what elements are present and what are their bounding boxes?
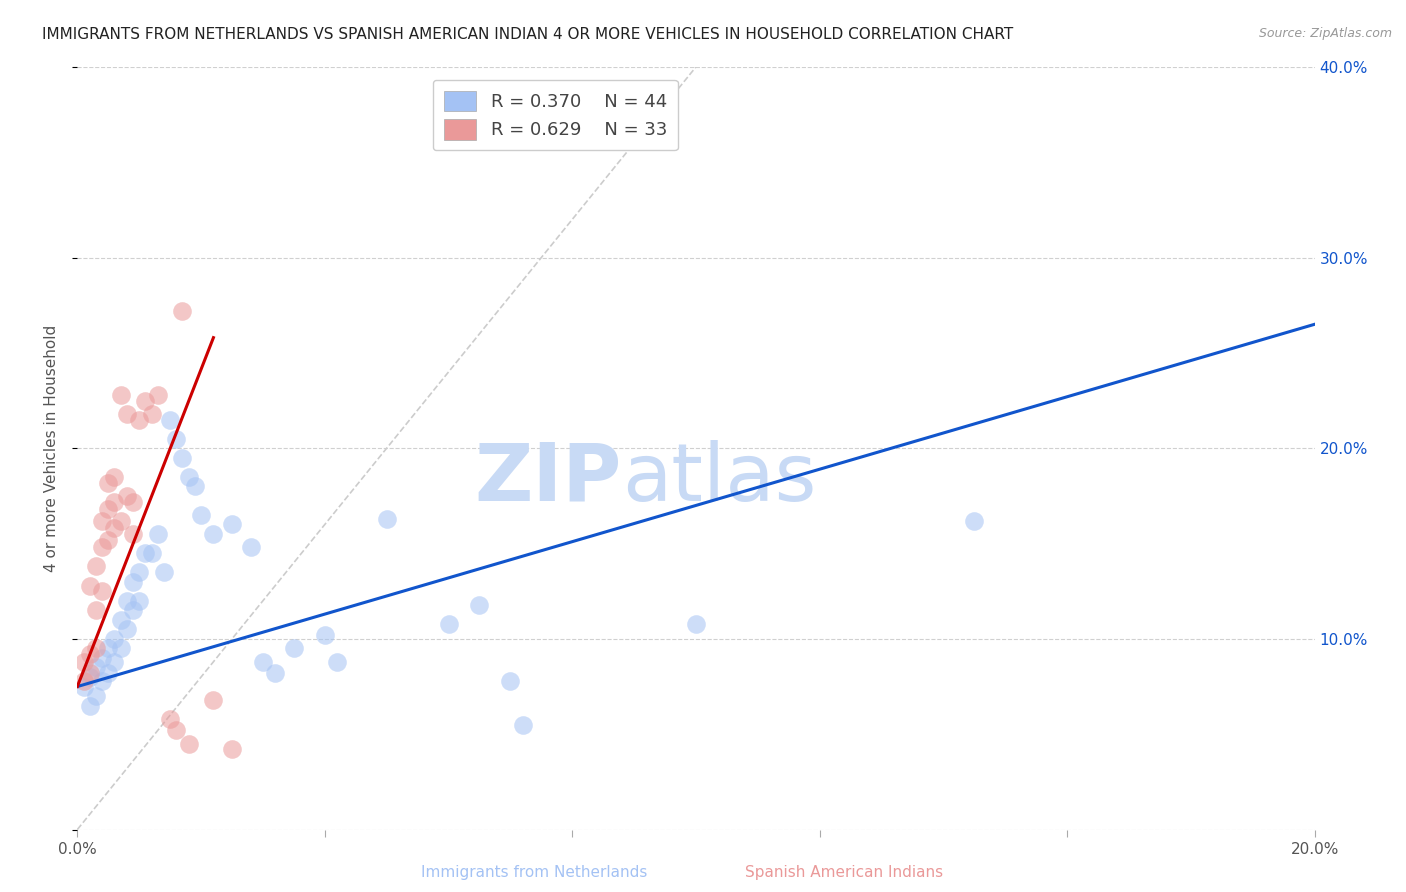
Text: Immigrants from Netherlands: Immigrants from Netherlands [420,865,648,880]
Point [84,559,107,574]
Point [122,574,145,589]
Point [110,388,132,402]
Point [190,508,212,522]
Point [159,412,181,426]
Point [72,673,94,688]
Point [110,514,132,528]
Point [252,655,274,669]
Point [512,717,534,731]
Point [221,517,243,532]
Point [79,578,101,592]
Point [79,647,101,661]
Point [91,651,114,665]
Point [115,623,138,637]
Point [97,641,120,656]
Point [184,479,207,493]
Point [499,673,522,688]
Point [153,565,176,579]
Point [141,407,163,421]
Point [97,533,120,547]
Point [91,514,114,528]
Point [128,412,150,426]
Point [122,527,145,541]
Point [141,546,163,560]
Point [103,655,125,669]
Point [283,641,305,656]
Point [84,603,107,617]
Text: Source: ZipAtlas.com: Source: ZipAtlas.com [1258,27,1392,40]
Point [146,388,169,402]
Point [165,723,187,738]
Point [221,742,243,756]
Point [115,407,138,421]
Point [79,670,101,684]
Point [122,494,145,508]
Point [134,546,156,560]
Point [91,541,114,555]
Point [165,432,187,446]
Point [115,489,138,503]
Point [97,502,120,516]
Point [146,527,169,541]
Point [172,450,194,465]
Point [202,693,225,707]
Point [177,737,200,751]
Y-axis label: 4 or more Vehicles in Household: 4 or more Vehicles in Household [44,325,59,572]
Point [79,698,101,713]
Point [134,393,156,408]
Point [103,470,125,484]
Point [91,673,114,688]
Point [122,603,145,617]
Point [115,594,138,608]
Point [437,616,460,631]
Point [84,689,107,703]
Point [103,632,125,646]
Point [177,470,200,484]
Point [314,628,336,642]
Point [79,666,101,681]
Point [110,613,132,627]
Point [72,655,94,669]
Point [84,641,107,656]
Text: Spanish American Indians: Spanish American Indians [745,865,942,880]
Point [159,712,181,726]
Point [72,680,94,694]
Point [326,655,349,669]
Point [202,527,225,541]
Text: atlas: atlas [621,440,815,517]
Point [172,304,194,318]
Point [103,521,125,535]
Point [110,641,132,656]
Point [375,512,398,526]
Point [468,598,491,612]
Point [963,514,986,528]
Point [97,475,120,490]
Legend: R = 0.370    N = 44, R = 0.629    N = 33: R = 0.370 N = 44, R = 0.629 N = 33 [433,79,678,151]
Text: IMMIGRANTS FROM NETHERLANDS VS SPANISH AMERICAN INDIAN 4 OR MORE VEHICLES IN HOU: IMMIGRANTS FROM NETHERLANDS VS SPANISH A… [42,27,1014,42]
Point [97,666,120,681]
Point [685,616,707,631]
Point [84,660,107,674]
Point [91,584,114,599]
Text: ZIP: ZIP [474,440,621,517]
Point [264,666,287,681]
Point [128,565,150,579]
Point [239,541,262,555]
Point [128,594,150,608]
Point [103,494,125,508]
